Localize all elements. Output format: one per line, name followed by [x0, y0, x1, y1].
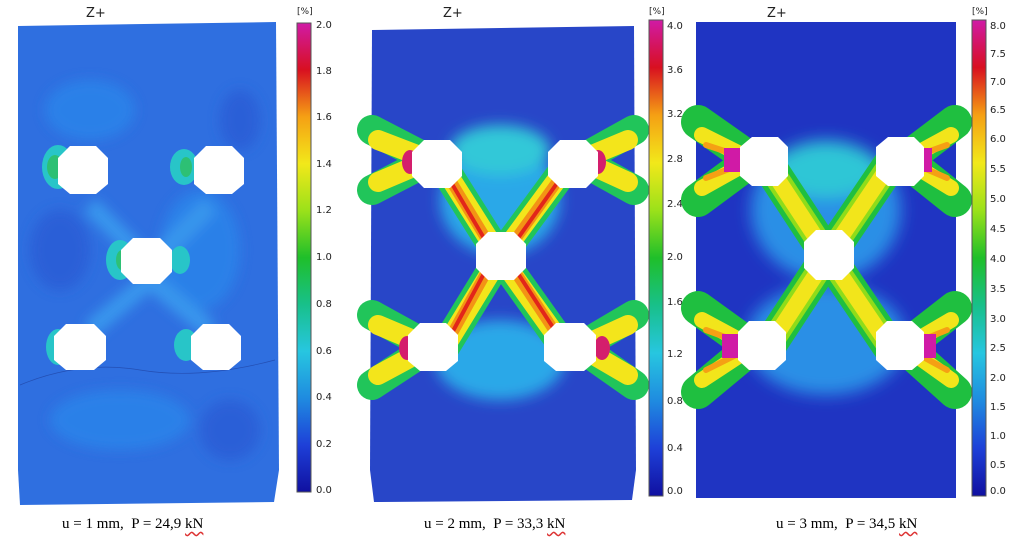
colorbar-tick: 1.2	[667, 349, 683, 360]
colorbar-tick: 3.6	[667, 65, 683, 76]
colorbar-tick: 0.5	[990, 460, 1006, 471]
colorbar-tick: 7.5	[990, 49, 1006, 60]
colorbar-tick: 4.0	[990, 254, 1006, 265]
colorbar-tick: 2.4	[667, 199, 683, 210]
colorbar-tick: 1.8	[316, 66, 332, 77]
caption-unit: kN	[547, 516, 566, 532]
specimen-holes	[408, 140, 598, 371]
colorbar-tick: 0.6	[316, 346, 332, 357]
colorbar-unit: [%]	[297, 7, 313, 17]
caption-unit: kN	[899, 516, 918, 532]
colorbar-tick: 1.4	[316, 159, 332, 170]
colorbar-tick: 0.0	[667, 486, 683, 497]
panel-caption: u = 1 mm, P = 24,9 kN	[62, 516, 203, 533]
panel-caption: u = 2 mm, P = 33,3 kN	[424, 516, 565, 533]
colorbar-tick: 1.2	[316, 205, 332, 216]
view-label: Z+	[443, 6, 463, 21]
colorbar-tick: 3.0	[990, 314, 1006, 325]
view-label: Z+	[86, 6, 106, 21]
colorbar-tick: 2.5	[990, 343, 1006, 354]
colorbar-tick: 0.8	[667, 396, 683, 407]
colorbar-tick: 2.0	[316, 20, 332, 31]
colorbar-tick: 3.2	[667, 109, 683, 120]
colorbar-unit: [%]	[649, 7, 665, 17]
colorbar-tick: 4.0	[667, 21, 683, 32]
colorbar-tick: 0.2	[316, 439, 332, 450]
colorbar-tick: 2.0	[667, 252, 683, 263]
colorbar-tick: 7.0	[990, 77, 1006, 88]
caption-text: u = 2 mm, P = 33,3	[424, 516, 548, 532]
colorbar-tick: 5.5	[990, 164, 1006, 175]
colorbar-tick: 0.0	[990, 486, 1006, 497]
colorbar-tick: 2.0	[990, 373, 1006, 384]
colorbar-tick: 1.6	[667, 297, 683, 308]
colorbar-tick: 1.6	[316, 112, 332, 123]
colorbar-tick: 0.4	[667, 443, 683, 454]
colorbar-tick: 4.5	[990, 224, 1006, 235]
colorbar-tick: 0.8	[316, 299, 332, 310]
colorbar-tick: 8.0	[990, 21, 1006, 32]
colorbar-tick: 2.8	[667, 154, 683, 165]
colorbar-tick: 6.0	[990, 134, 1006, 145]
colorbar-tick: 6.5	[990, 105, 1006, 116]
colorbar-tick: 1.0	[316, 252, 332, 263]
caption-unit: kN	[185, 516, 204, 532]
view-label: Z+	[767, 6, 787, 21]
colorbar-tick: 3.5	[990, 284, 1006, 295]
colorbar-tick: 0.0	[316, 485, 332, 496]
specimen-holes	[738, 137, 924, 370]
colorbar-tick: 0.4	[316, 392, 332, 403]
caption-text: u = 1 mm, P = 24,9	[62, 516, 186, 532]
caption-text: u = 3 mm, P = 34,5	[776, 516, 900, 532]
colorbar-tick: 1.5	[990, 402, 1006, 413]
specimen-holes	[54, 146, 244, 370]
colorbar-unit: [%]	[972, 7, 988, 17]
colorbar-tick: 1.0	[990, 431, 1006, 442]
colorbar-tick: 5.0	[990, 194, 1006, 205]
panel-caption: u = 3 mm, P = 34,5 kN	[776, 516, 917, 533]
